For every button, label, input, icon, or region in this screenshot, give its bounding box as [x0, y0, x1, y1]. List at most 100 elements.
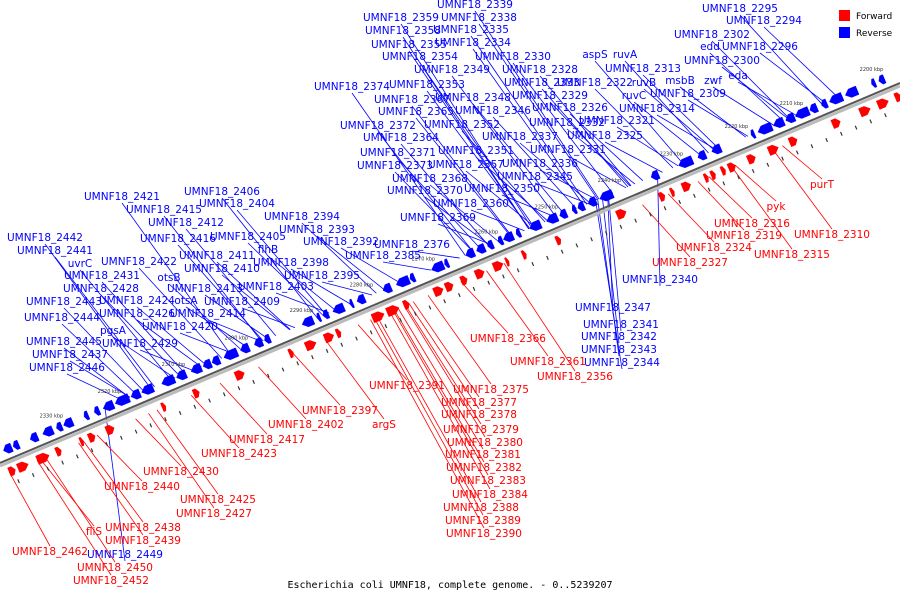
forward-gene	[858, 106, 871, 118]
reverse-gene	[56, 421, 64, 432]
reverse-gene-leader	[604, 141, 663, 173]
feature-tick	[663, 206, 667, 211]
forward-gene-leader	[292, 352, 341, 406]
reverse-gene-label: UMNF18_2393	[279, 224, 355, 236]
reverse-gene-leader	[534, 182, 589, 205]
reverse-gene-leader	[63, 347, 130, 398]
forward-gene-label: UMNF18_2425	[180, 494, 256, 506]
forward-gene-label: UMNF18_2462	[12, 546, 88, 558]
tick-label: 2200 kbp	[860, 67, 884, 73]
reverse-gene	[190, 362, 204, 374]
forward-gene-leader	[667, 193, 715, 243]
reverse-gene	[588, 196, 598, 207]
reverse-gene-label: UMNF18_2409	[204, 296, 280, 308]
label-leader-lines	[8, 10, 839, 576]
forward-gene	[875, 98, 889, 110]
reverse-gene-label: UMNF18_2332	[529, 117, 605, 129]
reverse-gene-leader	[711, 40, 790, 120]
reverse-gene-label: UMNF18_2431	[64, 270, 140, 282]
reverse-gene-leader	[397, 158, 482, 250]
feature-tick	[296, 361, 300, 366]
reverse-gene	[878, 74, 887, 85]
forward-gene-leader	[503, 263, 576, 372]
forward-gene-leader	[258, 366, 307, 420]
forward-gene-label: UMNF18_2366	[470, 333, 546, 345]
reverse-gene-leader	[475, 156, 548, 222]
forward-gene-leader	[389, 311, 491, 490]
reverse-gene-label: UMNF18_2364	[363, 132, 439, 144]
reverse-gene-leader	[712, 86, 775, 126]
tick-label: 2240 kbp	[598, 178, 622, 184]
reverse-gene-leader	[168, 283, 242, 351]
forward-gene	[702, 173, 709, 183]
forward-gene-leader	[148, 413, 215, 509]
forward-gene	[303, 340, 317, 352]
reverse-gene-leader	[121, 202, 232, 355]
reverse-gene-leader	[759, 52, 827, 104]
forward-gene	[719, 166, 726, 176]
forward-gene	[432, 286, 444, 298]
reverse-gene-leader	[501, 194, 557, 218]
forward-gene-label: UMNF18_2383	[450, 475, 526, 487]
forward-gene-leader	[393, 309, 485, 463]
forward-gene-label: purT	[810, 179, 835, 191]
reverse-gene-label: UMNF18_2369	[400, 212, 476, 224]
forward-gene	[160, 402, 167, 412]
forward-gene-label: UMNF18_2327	[652, 257, 728, 269]
reverse-gene-leader	[472, 103, 565, 215]
forward-gene-leader	[370, 319, 485, 529]
forward-gene	[287, 348, 294, 359]
reverse-gene	[316, 312, 323, 323]
forward-gene	[233, 370, 245, 381]
reverse-gene-label: UMNF18_2294	[726, 15, 802, 27]
reverse-gene-label: UMNF18_2415	[126, 204, 202, 216]
reverse-gene-leader	[321, 281, 373, 296]
reverse-gene-label: UMNF18_2350	[464, 183, 540, 195]
feature-tick	[678, 199, 682, 205]
forward-gene-leader	[697, 181, 745, 231]
forward-gene-leader	[96, 434, 143, 482]
reverse-gene-label: UMNF18_2385	[345, 250, 421, 262]
forward-gene-label: UMNF18_2377	[441, 397, 517, 409]
reverse-gene-label: otsB	[157, 272, 180, 284]
forward-gene	[680, 181, 691, 193]
reverse-gene-leader	[415, 117, 512, 237]
reverse-gene-label: UMNF18_2336	[502, 158, 578, 170]
forward-gene	[191, 388, 200, 399]
reverse-gene	[161, 374, 177, 387]
reverse-gene-leader	[451, 75, 557, 218]
reverse-gene-label: UMNF18_2437	[32, 349, 108, 361]
backbone-shadow	[0, 84, 900, 468]
reverse-gene-leader	[377, 131, 474, 253]
reverse-gene-leader	[54, 256, 155, 388]
reverse-gene-label: otsA	[174, 295, 198, 307]
tick-label: 2270 kbp	[412, 256, 436, 262]
forward-gene-label: UMNF18_2324	[676, 242, 752, 254]
reverse-gene-label: UMNF18_2404	[199, 198, 275, 210]
forward-gene	[766, 144, 779, 156]
reverse-gene-label: UMNF18_2443	[26, 296, 102, 308]
reverse-gene	[487, 239, 495, 250]
feature-tick	[751, 168, 755, 174]
reverse-gene-leader	[549, 101, 631, 187]
forward-gene-leader	[357, 324, 408, 381]
reverse-gene	[396, 275, 412, 288]
feature-tick	[325, 348, 329, 354]
reverse-gene	[102, 399, 116, 411]
reverse-gene-label: aspS	[582, 49, 608, 61]
forward-gene	[35, 452, 50, 465]
forward-gene-leader	[427, 295, 492, 385]
reverse-gene	[83, 410, 91, 421]
reverse-gene-leader	[474, 10, 600, 200]
forward-gene-leader	[36, 460, 112, 576]
tick-label: 2320 kbp	[98, 389, 122, 395]
reverse-gene-label: UMNF18_2405	[210, 231, 286, 243]
reverse-gene-leader	[607, 195, 614, 315]
reverse-gene-leader	[340, 247, 401, 284]
reverse-gene-leader	[351, 92, 466, 256]
feature-tick	[105, 441, 109, 447]
genome-backbone	[0, 82, 900, 464]
forward-gene-label: UMNF18_2423	[201, 448, 277, 460]
forward-gene	[86, 432, 96, 443]
feature-tick	[384, 324, 388, 329]
